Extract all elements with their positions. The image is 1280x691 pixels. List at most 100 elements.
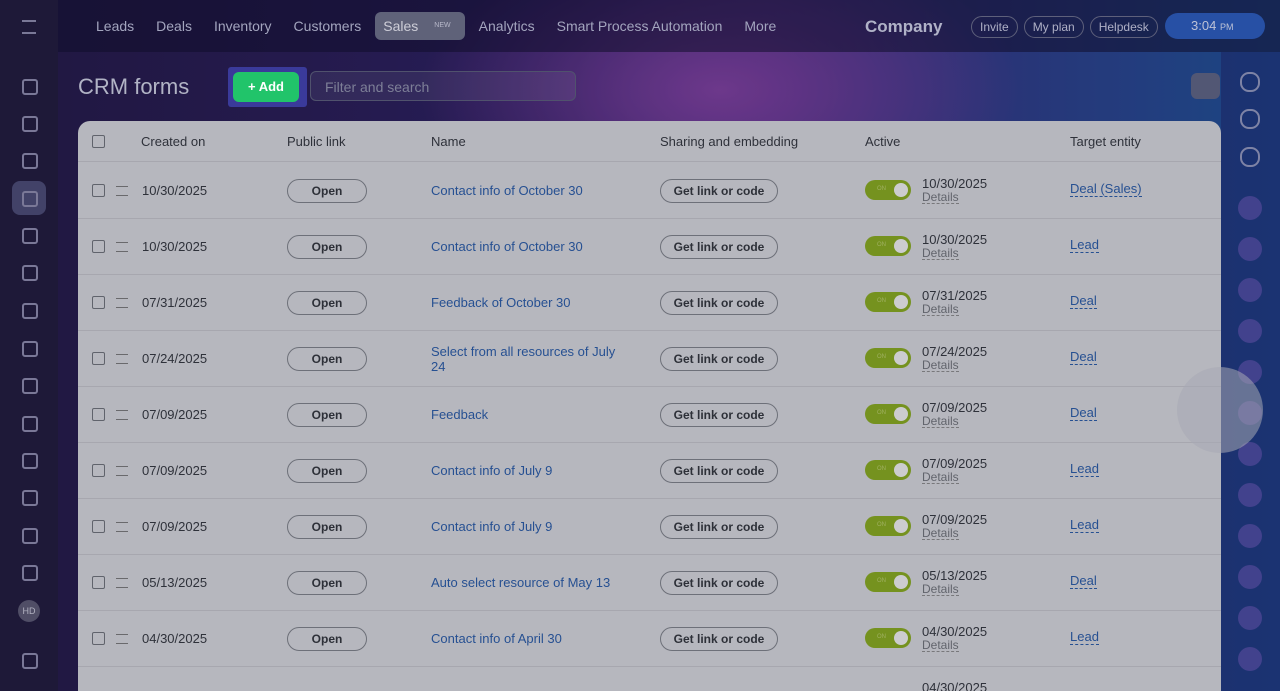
details-link[interactable]: Details [922,638,959,652]
app-icon[interactable] [1238,606,1262,630]
target-entity[interactable]: Lead [1070,237,1099,253]
details-link[interactable]: Details [922,190,959,204]
share-button[interactable]: Get link or code [660,627,778,651]
target-entity[interactable]: Deal [1070,405,1097,421]
active-toggle[interactable]: ON [865,236,911,256]
scroll-right[interactable] [1177,367,1263,453]
settings-button[interactable] [1191,73,1220,99]
target-entity[interactable]: Lead [1070,629,1099,645]
share-button[interactable]: Get link or code [660,459,778,483]
open-button[interactable]: Open [287,515,367,539]
share-button[interactable]: Get link or code [660,235,778,259]
nav-item[interactable]: Sales NEW [375,12,465,40]
form-name[interactable]: Contact info of July 9 [431,519,553,534]
nav-icon[interactable] [22,79,38,95]
nav-item[interactable]: Inventory [213,18,272,34]
form-name[interactable]: Contact info of October 30 [431,183,583,198]
right-icon[interactable] [1240,72,1260,92]
nav-icon[interactable] [22,528,38,544]
app-icon[interactable] [1238,647,1262,671]
nav-item[interactable]: Customers [293,18,362,34]
checkbox[interactable] [92,135,105,148]
share-button[interactable]: Get link or code [660,571,778,595]
header-button[interactable]: Helpdesk [1089,16,1158,38]
checkbox[interactable] [92,408,105,421]
nav-icon[interactable] [22,341,38,357]
nav-icon[interactable] [22,653,38,669]
form-name[interactable]: Auto select resource of May 13 [431,575,611,590]
header-button[interactable]: My plan [1023,16,1084,38]
right-icon[interactable] [1240,147,1260,167]
app-icon[interactable] [1238,565,1262,589]
checkbox[interactable] [92,240,105,253]
active-toggle[interactable]: ON [865,180,911,200]
app-icon[interactable] [1238,278,1262,302]
header-button[interactable]: Invite [971,16,1018,38]
checkbox[interactable] [92,464,105,477]
open-button[interactable]: Open [287,179,367,203]
app-icon[interactable] [1238,483,1262,507]
target-entity[interactable]: Deal [1070,573,1097,589]
active-toggle[interactable]: ON [865,292,911,312]
form-name[interactable]: Contact info of July 9 [431,463,553,478]
app-icon[interactable] [1238,237,1262,261]
open-button[interactable]: Open [287,627,367,651]
target-entity[interactable]: Lead [1070,461,1099,477]
active-toggle[interactable]: ON [865,348,911,368]
checkbox[interactable] [92,296,105,309]
details-link[interactable]: Details [922,358,959,372]
nav-icon[interactable] [22,416,38,432]
nav-icon[interactable] [22,490,38,506]
open-button[interactable]: Open [287,403,367,427]
nav-icon[interactable] [22,116,38,132]
open-button[interactable]: Open [287,571,367,595]
app-icon[interactable] [1238,196,1262,220]
active-toggle[interactable]: ON [865,460,911,480]
details-link[interactable]: Details [922,470,959,484]
active-toggle[interactable]: ON [865,628,911,648]
details-link[interactable]: Details [922,582,959,596]
target-entity[interactable]: Lead [1070,517,1099,533]
nav-item[interactable]: More [744,18,777,34]
app-icon[interactable] [1238,524,1262,548]
nav-icon[interactable] [22,153,38,169]
app-icon[interactable] [1238,319,1262,343]
share-button[interactable]: Get link or code [660,403,778,427]
right-icon[interactable] [1240,109,1260,129]
nav-icon[interactable] [22,265,38,281]
target-entity[interactable]: Deal [1070,293,1097,309]
nav-icon[interactable] [22,378,38,394]
form-name[interactable]: Contact info of October 30 [431,239,583,254]
share-button[interactable]: Get link or code [660,179,778,203]
nav-item[interactable]: Analytics [478,18,535,34]
open-button[interactable]: Open [287,459,367,483]
target-entity[interactable]: Deal [1070,349,1097,365]
nav-icon[interactable] [22,565,38,581]
column-header[interactable]: Created on [141,134,206,149]
clock[interactable]: 3:04 PM [1165,13,1265,39]
avatar[interactable]: HD [18,600,40,622]
menu-icon[interactable] [22,20,36,34]
checkbox[interactable] [92,184,105,197]
share-button[interactable]: Get link or code [660,515,778,539]
active-toggle[interactable]: ON [865,572,911,592]
checkbox[interactable] [92,520,105,533]
target-entity[interactable]: Deal (Sales) [1070,181,1142,197]
active-toggle[interactable]: ON [865,516,911,536]
open-button[interactable]: Open [287,347,367,371]
checkbox[interactable] [92,632,105,645]
nav-icon[interactable] [22,191,38,207]
nav-icon[interactable] [22,303,38,319]
checkbox[interactable] [92,352,105,365]
add-button[interactable]: + Add [233,72,299,102]
nav-item[interactable]: Deals [156,18,192,34]
form-name[interactable]: Contact info of April 30 [431,631,562,646]
share-button[interactable]: Get link or code [660,291,778,315]
checkbox[interactable] [92,576,105,589]
search[interactable]: Filter and search [310,71,576,101]
company[interactable]: Company [865,17,943,36]
details-link[interactable]: Details [922,414,959,428]
details-link[interactable]: Details [922,302,959,316]
nav-icon[interactable] [22,453,38,469]
active-toggle[interactable]: ON [865,404,911,424]
